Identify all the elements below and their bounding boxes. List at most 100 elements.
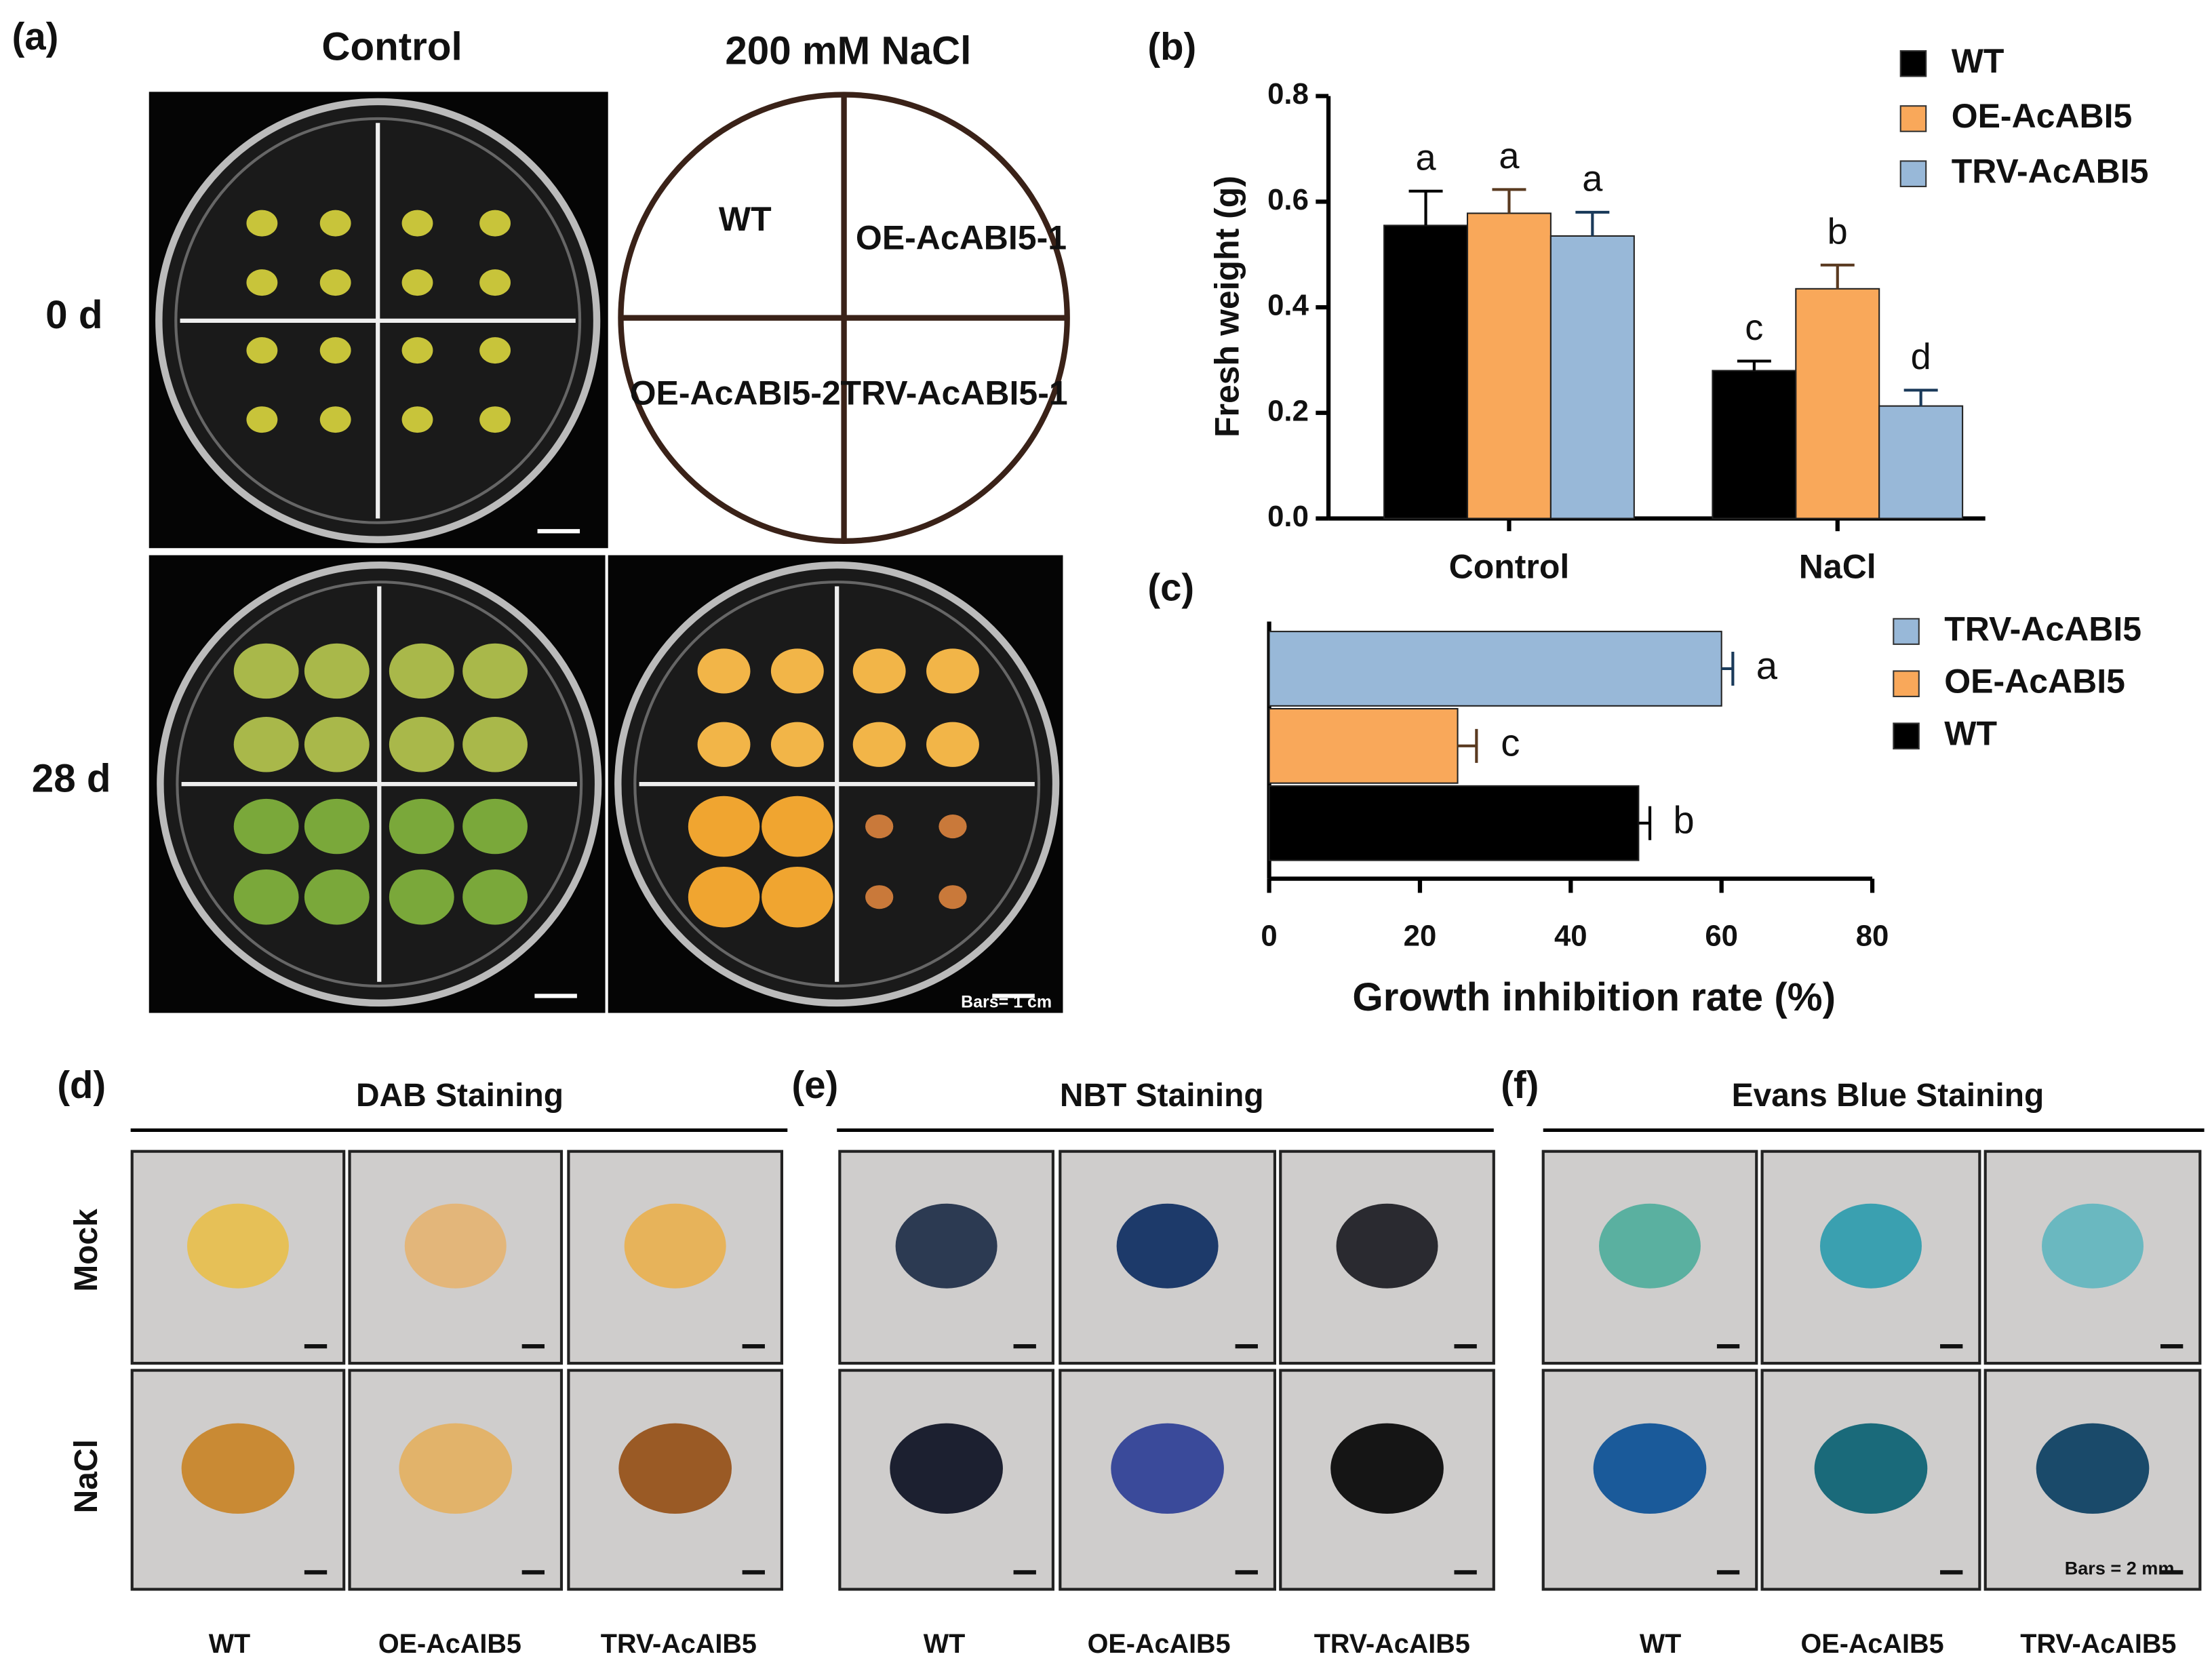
- petri-rim: [174, 117, 582, 524]
- column-label: OE-AcAIB5: [1088, 1629, 1231, 1659]
- panel-label: (b): [1147, 25, 1196, 68]
- callus: [2042, 1203, 2144, 1289]
- legend-swatch: [1899, 105, 1927, 132]
- callus: [688, 796, 760, 857]
- callus: [852, 648, 906, 694]
- legend-swatch: [1893, 722, 1920, 750]
- y-axis-title: Fresh weight (g): [1208, 176, 1246, 437]
- callus: [186, 1203, 289, 1289]
- y-tick-label: 0.0: [1267, 500, 1309, 533]
- callus: [462, 717, 528, 772]
- significance-letter: b: [1828, 211, 1848, 252]
- bar: [1268, 631, 1722, 707]
- callus: [319, 210, 351, 237]
- legend-swatch: [1893, 670, 1920, 697]
- legend-label: OE-AcABI5: [1944, 662, 2125, 700]
- column-label: WT: [1640, 1629, 1682, 1659]
- scale-bar-label: Bars = 2 mm: [2065, 1557, 2175, 1578]
- bar: [1878, 405, 1964, 519]
- row-label: 0 d: [45, 293, 102, 337]
- photo: [1983, 1369, 2202, 1591]
- significance-letter: b: [1673, 799, 1694, 842]
- callus: [233, 643, 299, 699]
- callus: [404, 1203, 507, 1289]
- bar: [1383, 224, 1469, 519]
- callus: [401, 269, 433, 296]
- callus: [770, 722, 824, 767]
- bar: [1466, 212, 1552, 519]
- layout-diagram: [618, 92, 1070, 544]
- panel-title: Evans Blue Staining: [1732, 1078, 2045, 1114]
- callus: [939, 885, 967, 909]
- significance-letter: a: [1499, 136, 1520, 176]
- callus: [479, 337, 511, 364]
- panel-label: (a): [12, 15, 59, 58]
- callus: [697, 722, 751, 767]
- callus: [865, 885, 894, 909]
- callus: [246, 269, 278, 296]
- column-label: TRV-AcAIB5: [2020, 1629, 2176, 1659]
- callus: [304, 717, 370, 772]
- callus: [1116, 1203, 1219, 1289]
- callus: [389, 869, 454, 925]
- callus: [479, 406, 511, 433]
- legend-label: WT: [1952, 42, 2004, 80]
- panel-label: (e): [792, 1063, 839, 1106]
- y-tick-label: 0.6: [1267, 183, 1309, 216]
- bar: [1268, 785, 1640, 861]
- callus: [762, 796, 833, 857]
- callus: [2036, 1423, 2150, 1514]
- callus: [624, 1203, 726, 1289]
- bar: [1795, 288, 1880, 519]
- row-label: Mock: [68, 1209, 104, 1292]
- panel-label: (f): [1501, 1063, 1539, 1106]
- callus: [939, 815, 967, 839]
- callus: [233, 869, 299, 925]
- callus: [246, 210, 278, 237]
- quadrant-label: WT: [719, 200, 772, 238]
- significance-letter: d: [1911, 336, 1931, 377]
- callus: [401, 337, 433, 364]
- column-label: TRV-AcAIB5: [1314, 1629, 1470, 1659]
- callus: [852, 722, 906, 767]
- bar: [1549, 235, 1635, 519]
- x-tick-label: 40: [1554, 920, 1587, 953]
- quadrant-label: OE-AcABI5-1: [856, 218, 1067, 256]
- callus: [389, 643, 454, 699]
- photo: [149, 92, 608, 549]
- callus: [462, 643, 528, 699]
- callus: [401, 210, 433, 237]
- column-label: TRV-AcAIB5: [601, 1629, 757, 1659]
- row-label: NaCl: [68, 1439, 104, 1513]
- photo: [1983, 1150, 2202, 1365]
- panel-title: DAB Staining: [356, 1078, 564, 1114]
- column-title: Control: [321, 24, 462, 68]
- x-tick-label: 20: [1404, 920, 1437, 953]
- legend-label: OE-AcABI5: [1952, 97, 2133, 135]
- legend-swatch: [1899, 160, 1927, 188]
- callus: [401, 406, 433, 433]
- callus: [1814, 1423, 1928, 1514]
- x-tick-label: NaCl: [1799, 548, 1876, 586]
- x-tick-label: 0: [1261, 920, 1277, 953]
- callus: [1593, 1423, 1707, 1514]
- callus: [479, 269, 511, 296]
- significance-letter: a: [1756, 644, 1778, 687]
- callus: [233, 798, 299, 855]
- photo: [149, 555, 606, 1013]
- legend-swatch: [1893, 618, 1920, 645]
- quadrant-label: OE-AcABI5-2: [630, 374, 841, 412]
- x-tick-label: 60: [1705, 920, 1738, 953]
- row-label: 28 d: [32, 756, 111, 800]
- callus: [926, 722, 979, 767]
- callus: [865, 815, 894, 839]
- callus: [688, 866, 760, 928]
- panel-label: (c): [1147, 566, 1194, 609]
- callus: [304, 798, 370, 855]
- legend-label: TRV-AcABI5: [1952, 152, 2149, 190]
- callus: [389, 717, 454, 772]
- petri-rim: [176, 581, 583, 988]
- bar: [1268, 707, 1459, 784]
- callus: [233, 717, 299, 772]
